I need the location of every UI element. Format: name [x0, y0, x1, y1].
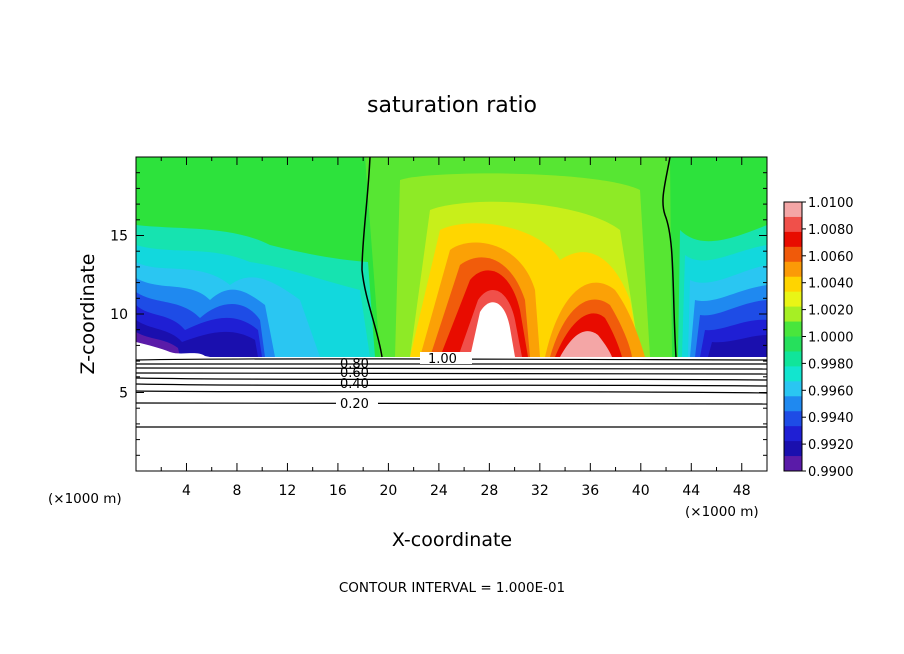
x-axis-label: X-coordinate [392, 529, 512, 551]
contour-labels: 1.00 0.80 0.60 0.40 0.20 [336, 352, 472, 412]
colorbar-swatch [784, 456, 802, 472]
colorbar-label: 1.0080 [808, 223, 854, 238]
contour-label-080: 0.80 [340, 357, 369, 372]
colorbar-swatch [784, 246, 802, 263]
chart-title: saturation ratio [367, 93, 537, 118]
x-tick-label: 44 [682, 483, 700, 499]
colorbar-swatch [784, 216, 802, 233]
colorbar-labels: 1.0100 1.0080 1.0060 1.0040 1.0020 1.0000 0.99… [802, 196, 854, 480]
plot-area [136, 157, 767, 471]
colorbar-label: 0.9940 [808, 411, 854, 426]
colorbar [783, 201, 803, 472]
colorbar-swatch [784, 321, 802, 337]
y-tick-label: 10 [110, 307, 128, 323]
x-tick-label: 16 [329, 483, 347, 499]
x-tick-label: 36 [581, 483, 599, 499]
colorbar-swatch [784, 411, 802, 427]
x-tick-label: 48 [733, 483, 751, 499]
contour-label-100: 1.00 [428, 352, 457, 367]
saturation-field [136, 157, 767, 357]
colorbar-label: 0.9960 [808, 384, 854, 399]
colorbar-swatch [784, 231, 802, 248]
x-tick-label: 32 [531, 483, 549, 499]
x-tick-label: 28 [480, 483, 498, 499]
colorbar-label: 1.0040 [808, 277, 854, 292]
saturation-boundary-right [662, 157, 677, 358]
contour-label-040: 0.40 [340, 377, 369, 392]
colorbar-swatch [784, 202, 802, 218]
contour-lines [136, 358, 767, 428]
colorbar-label: 1.0000 [808, 331, 854, 346]
contour-label-060: 0.60 [340, 366, 369, 381]
colorbar-swatch [784, 261, 802, 278]
colorbar-swatch [784, 396, 802, 412]
x-unit-label-left: (×1000 m) [48, 491, 122, 507]
colorbar-swatch [784, 291, 802, 308]
y-axis-label: Z-coordinate [77, 254, 99, 375]
saturation-boundary-left [361, 157, 383, 358]
colorbar-swatch [784, 441, 802, 457]
y-tick-label: 5 [119, 386, 128, 402]
x-axis-ticks: 4 8 12 16 20 24 28 32 36 40 44 48 [160, 157, 751, 499]
x-tick-label: 4 [182, 483, 191, 499]
colorbar-swatch [784, 426, 802, 442]
y-tick-label: 15 [110, 229, 128, 245]
colorbar-label: 1.0020 [808, 304, 854, 319]
colorbar-swatch [784, 306, 802, 323]
colorbar-label: 0.9980 [808, 357, 854, 372]
x-unit-label-right: (×1000 m) [685, 504, 759, 520]
x-tick-label: 24 [430, 483, 448, 499]
contour-interval-note: CONTOUR INTERVAL = 1.000E-01 [339, 580, 565, 596]
x-tick-label: 40 [632, 483, 650, 499]
x-tick-label: 20 [379, 483, 397, 499]
x-tick-label: 8 [232, 483, 241, 499]
colorbar-swatch [784, 381, 802, 397]
colorbar-label: 1.0100 [808, 196, 854, 211]
colorbar-swatch [784, 351, 802, 367]
contour-label-020: 0.20 [340, 397, 369, 412]
colorbar-label: 0.9920 [808, 438, 854, 453]
colorbar-label: 1.0060 [808, 250, 854, 265]
colorbar-swatch [784, 336, 802, 352]
colorbar-swatch [784, 366, 802, 382]
colorbar-label: 0.9900 [808, 465, 854, 480]
y-axis-ticks: 5 10 15 [110, 172, 767, 456]
x-tick-label: 12 [279, 483, 297, 499]
colorbar-swatch [784, 276, 802, 293]
